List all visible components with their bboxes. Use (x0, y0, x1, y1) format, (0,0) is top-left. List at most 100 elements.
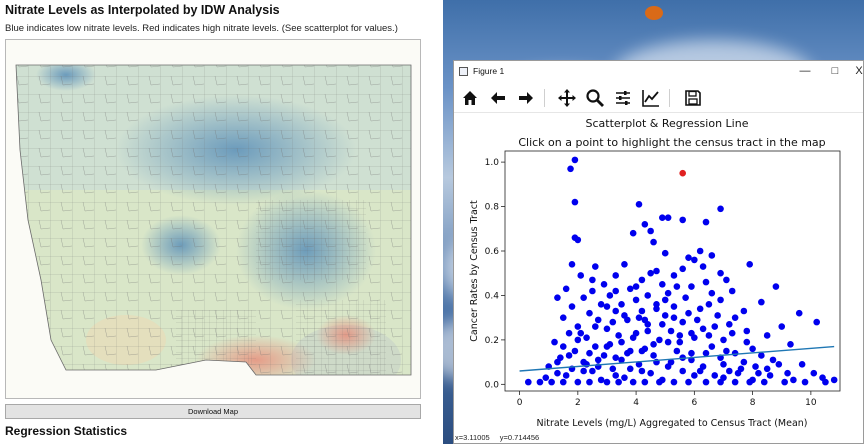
data-point[interactable] (691, 256, 698, 264)
data-point[interactable] (621, 261, 628, 268)
data-point[interactable] (769, 356, 777, 364)
data-point[interactable] (696, 247, 704, 255)
data-point[interactable] (708, 252, 716, 259)
data-point[interactable] (580, 367, 587, 375)
save-icon[interactable] (683, 88, 703, 108)
data-point[interactable] (813, 318, 820, 326)
data-point[interactable] (592, 343, 599, 350)
data-point[interactable] (650, 341, 657, 348)
data-point[interactable] (659, 281, 666, 288)
data-point[interactable] (705, 332, 713, 339)
data-point[interactable] (571, 156, 579, 164)
data-point[interactable] (653, 301, 660, 308)
data-point[interactable] (574, 336, 582, 344)
data-point[interactable] (548, 378, 555, 386)
data-point[interactable] (565, 329, 573, 337)
data-point[interactable] (586, 309, 593, 317)
data-point[interactable] (559, 314, 567, 321)
data-point[interactable] (606, 292, 614, 299)
data-point[interactable] (667, 327, 675, 335)
data-point[interactable] (670, 303, 678, 310)
data-point[interactable] (758, 352, 765, 359)
maximize-button[interactable]: □ (831, 65, 839, 77)
data-point[interactable] (731, 349, 739, 357)
data-point[interactable] (661, 296, 669, 304)
data-point[interactable] (574, 378, 582, 386)
data-point[interactable] (693, 316, 701, 324)
data-point[interactable] (696, 367, 704, 375)
data-point[interactable] (603, 343, 611, 350)
data-point[interactable] (708, 289, 716, 297)
data-point[interactable] (603, 325, 611, 333)
data-point[interactable] (647, 369, 654, 377)
data-point[interactable] (656, 378, 663, 386)
data-point[interactable] (676, 332, 684, 339)
data-point[interactable] (798, 361, 806, 368)
data-point[interactable] (746, 261, 753, 268)
data-point[interactable] (743, 327, 751, 335)
data-point[interactable] (567, 165, 574, 173)
data-point[interactable] (728, 287, 736, 295)
data-point[interactable] (749, 345, 756, 353)
data-point[interactable] (592, 323, 599, 330)
interpolated-map-image[interactable] (6, 40, 421, 399)
data-point[interactable] (583, 334, 590, 341)
data-point[interactable] (717, 296, 724, 304)
data-point[interactable] (629, 229, 637, 237)
data-point[interactable] (688, 329, 695, 337)
data-point[interactable] (772, 283, 780, 290)
data-point[interactable] (580, 294, 587, 301)
data-point[interactable] (830, 376, 838, 384)
configure-subplots-icon[interactable] (613, 88, 633, 108)
data-point[interactable] (618, 301, 625, 308)
download-map-button[interactable]: Download Map (5, 404, 421, 419)
data-point[interactable] (726, 321, 733, 328)
data-point[interactable] (589, 367, 596, 375)
data-point[interactable] (644, 292, 652, 299)
data-point[interactable] (632, 283, 640, 290)
data-point[interactable] (743, 338, 751, 346)
data-point[interactable] (720, 361, 727, 368)
data-point[interactable] (685, 309, 692, 317)
data-point[interactable] (714, 312, 721, 319)
data-point[interactable] (670, 314, 678, 321)
back-arrow-icon[interactable] (488, 88, 508, 108)
data-point[interactable] (720, 336, 727, 344)
data-point[interactable] (641, 378, 649, 386)
data-point[interactable] (740, 358, 748, 366)
data-point[interactable] (612, 354, 619, 361)
data-point[interactable] (775, 361, 783, 368)
data-point[interactable] (626, 365, 634, 373)
data-point[interactable] (676, 338, 684, 346)
data-point[interactable] (629, 334, 637, 341)
data-point[interactable] (760, 378, 768, 386)
data-point[interactable] (758, 298, 765, 306)
forward-arrow-icon[interactable] (516, 88, 536, 108)
data-point[interactable] (723, 347, 730, 355)
highlighted-point[interactable] (679, 169, 686, 177)
plot-area[interactable] (504, 150, 841, 392)
data-point[interactable] (717, 269, 724, 277)
data-point[interactable] (647, 227, 654, 235)
data-point[interactable] (682, 294, 689, 301)
data-point[interactable] (536, 378, 544, 386)
pan-icon[interactable] (557, 88, 577, 108)
data-point[interactable] (597, 301, 605, 308)
data-point[interactable] (568, 303, 576, 310)
data-point[interactable] (752, 363, 759, 370)
data-point[interactable] (766, 372, 774, 379)
close-button[interactable]: X (855, 65, 863, 77)
data-point[interactable] (688, 283, 695, 290)
data-point[interactable] (708, 343, 716, 350)
data-point[interactable] (763, 332, 771, 339)
data-point[interactable] (717, 378, 724, 386)
data-point[interactable] (659, 321, 666, 328)
data-point[interactable] (699, 325, 707, 333)
data-point[interactable] (755, 369, 762, 377)
data-point[interactable] (632, 296, 640, 304)
data-point[interactable] (688, 349, 695, 357)
data-point[interactable] (664, 338, 672, 346)
home-icon[interactable] (460, 88, 480, 108)
data-point[interactable] (673, 347, 681, 355)
data-point[interactable] (635, 314, 643, 321)
